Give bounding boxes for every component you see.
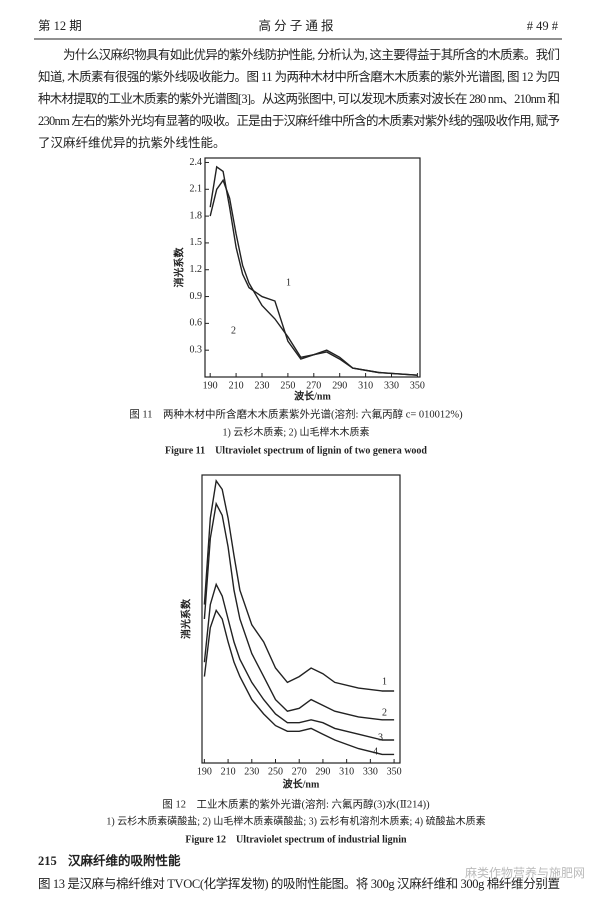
header-center: 高 分 子 通 报 bbox=[258, 18, 334, 33]
y-tick-label: 1.5 bbox=[190, 237, 203, 248]
curve-label: 1 bbox=[382, 676, 387, 687]
watermark: 麻类作物营养与施肥网 bbox=[465, 865, 585, 880]
x-tick-label: 290 bbox=[332, 380, 347, 391]
plot-frame bbox=[204, 157, 421, 378]
x-tick-label: 330 bbox=[363, 766, 378, 777]
y-tick-label: 2.4 bbox=[190, 157, 203, 168]
y-tick-label: 0.9 bbox=[190, 291, 203, 302]
header-right: # 49 # bbox=[527, 19, 559, 33]
curve-label: 4 bbox=[373, 746, 378, 757]
body-line: 为什么汉麻织物具有如此优异的紫外线防护性能, 分析认为, 这主要得益于其所含的木… bbox=[63, 47, 560, 62]
x-tick-label: 230 bbox=[254, 380, 269, 391]
x-tick-label: 210 bbox=[221, 766, 236, 777]
body-line: 图 13 是汉麻与棉纤维对 TVOC(化学挥发物) 的吸附性能图。将 300g … bbox=[38, 876, 560, 891]
curve-label: 3 bbox=[378, 732, 383, 743]
figure-caption: 图 11 两种木材中所含磨木木质素紫外光谱(溶剂: 六氟丙醇 c= 010012… bbox=[129, 407, 463, 420]
y-tick-label: 0.3 bbox=[190, 344, 203, 355]
x-tick-label: 190 bbox=[203, 380, 218, 391]
figure-caption-en: Figure 11 Ultraviolet spectrum of lignin… bbox=[165, 445, 427, 456]
x-tick-label: 270 bbox=[292, 766, 307, 777]
y-tick-label: 0.6 bbox=[190, 318, 203, 329]
x-tick-label: 310 bbox=[358, 380, 373, 391]
x-tick-label: 210 bbox=[229, 380, 244, 391]
body-line: 230nm 左右的紫外光均有显著的吸收。正是由于汉麻纤维中所含的木质素对紫外线的… bbox=[38, 113, 560, 128]
x-tick-label: 230 bbox=[244, 766, 259, 777]
curve-label: 1 bbox=[286, 277, 291, 288]
x-tick-label: 330 bbox=[384, 380, 399, 391]
x-axis-label: 波长/nm bbox=[283, 777, 320, 790]
figure-legend-note: 1) 云杉木质素磺酸盐; 2) 山毛榉木质素磺酸盐; 3) 云杉有机溶剂木质素;… bbox=[106, 814, 485, 827]
y-tick-label: 2.1 bbox=[190, 184, 203, 195]
y-axis-label: 消光系数 bbox=[179, 598, 192, 639]
x-tick-label: 190 bbox=[197, 766, 212, 777]
x-axis-label: 波长/nm bbox=[294, 389, 331, 402]
x-tick-label: 250 bbox=[280, 380, 295, 391]
x-tick-label: 310 bbox=[339, 766, 354, 777]
y-tick-label: 1.2 bbox=[190, 264, 203, 275]
x-tick-label: 290 bbox=[315, 766, 330, 777]
x-tick-label: 350 bbox=[410, 380, 425, 391]
figure-caption-en: Figure 12 Ultraviolet spectrum of indust… bbox=[185, 834, 407, 845]
curve bbox=[209, 178, 418, 376]
y-tick-label: 1.8 bbox=[190, 210, 203, 221]
section-title: 汉麻纤维的吸附性能 bbox=[68, 853, 181, 868]
figure-legend-note: 1) 云杉木质素; 2) 山毛榉木木质素 bbox=[223, 425, 370, 438]
header-left: 第 12 期 bbox=[38, 19, 82, 33]
body-line: 种木材提取的工业木质素的紫外光谱图[3]。从这两张图中, 可以发现木质素对波长在… bbox=[38, 91, 560, 106]
curve bbox=[209, 165, 418, 376]
curve bbox=[203, 478, 395, 692]
curve bbox=[203, 582, 395, 741]
x-tick-label: 250 bbox=[268, 766, 283, 777]
plot-frame bbox=[201, 474, 401, 764]
curve-label: 2 bbox=[231, 325, 236, 336]
curve bbox=[203, 501, 395, 721]
body-line: 了汉麻纤维优异的抗紫外线性能。 bbox=[38, 135, 226, 150]
body-line: 知道, 木质素有很强的紫外线吸收能力。图 11 为两种木材中所含磨木木质素的紫外… bbox=[38, 69, 560, 84]
figure-caption: 图 12 工业木质素的紫外光谱(溶剂: 六氟丙醇(3)水(Ⅱ214)) bbox=[162, 797, 430, 810]
curve-label: 2 bbox=[382, 707, 387, 718]
curve bbox=[203, 608, 395, 756]
x-tick-label: 350 bbox=[387, 766, 402, 777]
y-axis-label: 消光系数 bbox=[172, 247, 185, 288]
section-number: 215 bbox=[38, 854, 57, 868]
x-tick-label: 270 bbox=[306, 380, 321, 391]
